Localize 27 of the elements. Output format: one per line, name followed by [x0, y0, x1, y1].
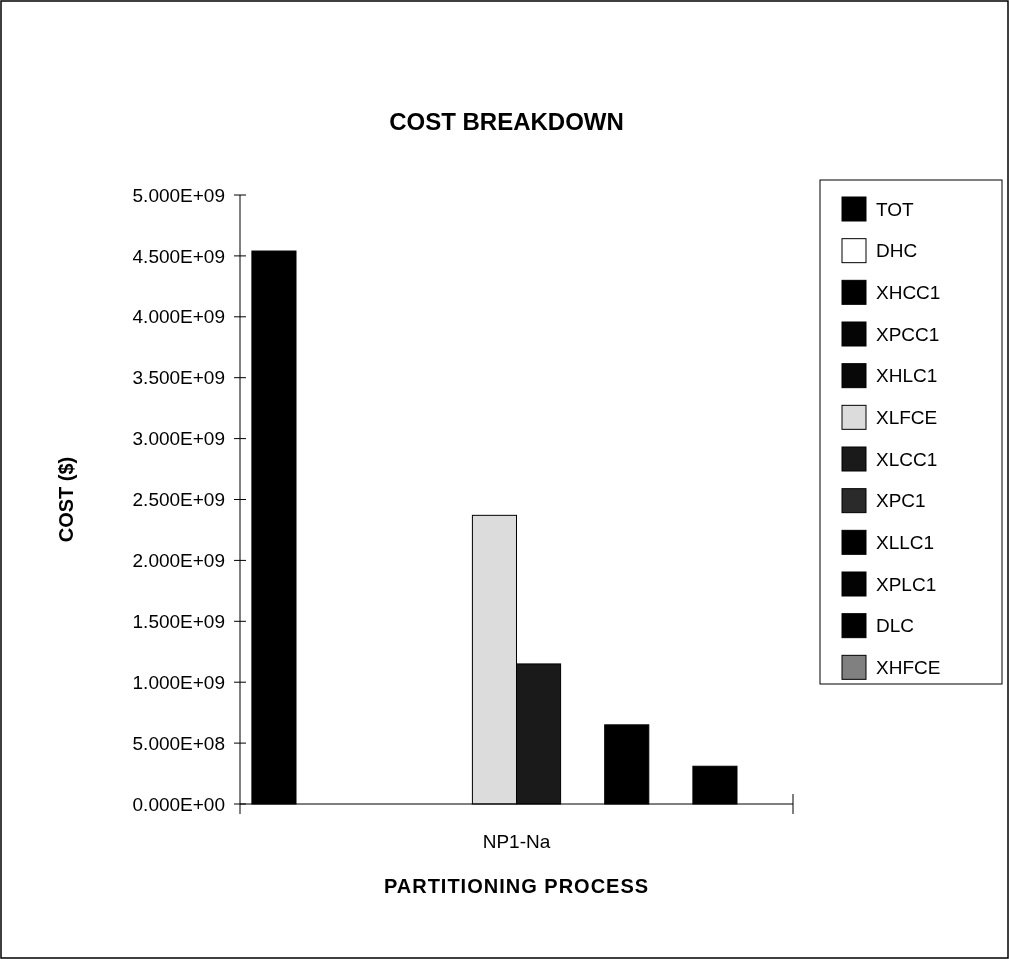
y-tick-label: 2.500E+09: [132, 489, 225, 511]
y-tick-label: 1.500E+09: [132, 610, 225, 632]
legend-label: XHLC1: [876, 365, 938, 387]
legend-label: XHFCE: [876, 656, 941, 678]
legend-label: XPC1: [876, 490, 926, 512]
legend-label: XLFCE: [876, 406, 938, 428]
y-tick-label: 0.000E+00: [132, 793, 225, 815]
x-tick-label: NP1-Na: [482, 831, 551, 852]
legend-label: TOT: [876, 198, 915, 220]
y-tick-label: 4.500E+09: [132, 245, 225, 267]
y-tick-label: 3.000E+09: [132, 428, 225, 450]
y-axis-title: COST ($): [55, 456, 77, 543]
legend-label: XPLC1: [876, 573, 937, 595]
y-tick-label: 1.000E+09: [132, 671, 225, 693]
y-tick-label: 3.500E+09: [132, 367, 225, 389]
chart-title: COST BREAKDOWN: [389, 108, 624, 135]
legend-label: DHC: [876, 240, 918, 262]
y-tick-label: 5.000E+08: [132, 732, 225, 754]
legend-label: XPCC1: [876, 323, 940, 345]
legend-label: XLCC1: [876, 448, 938, 470]
x-axis-title: PARTITIONING PROCESS: [383, 875, 650, 897]
y-tick-label: 2.000E+09: [132, 550, 225, 572]
legend-label: XLLC1: [876, 531, 935, 553]
legend-label: XHCC1: [876, 281, 941, 303]
y-tick-label: 5.000E+09: [132, 184, 225, 206]
y-tick-label: 4.000E+09: [132, 306, 225, 328]
legend-label: DLC: [876, 615, 915, 637]
